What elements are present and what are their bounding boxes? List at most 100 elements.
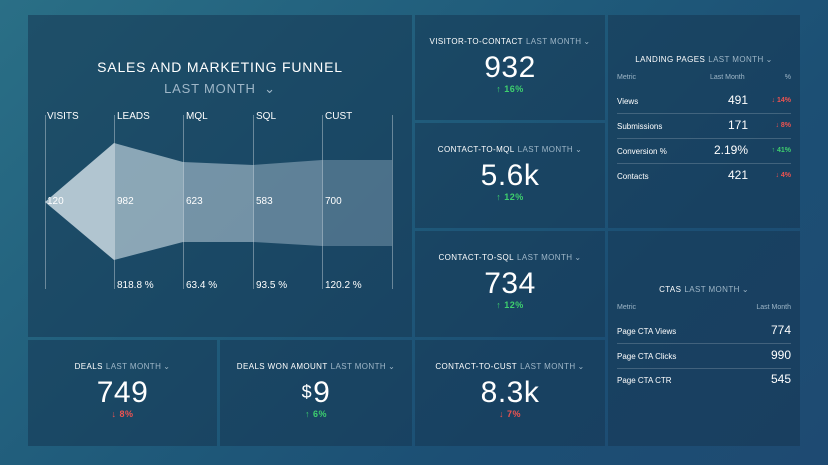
kpi-header[interactable]: CONTACT-TO-CUST LAST MONTH ⌄	[415, 362, 605, 371]
kpi-value: 5.6k	[480, 159, 540, 192]
kpi-contact-to-mql: CONTACT-TO-MQL LAST MONTH ⌄ 5.6k ↑ 12%	[415, 123, 605, 228]
kpi-contact-to-cust: CONTACT-TO-CUST LAST MONTH ⌄ 8.3k ↓ 7%	[415, 340, 605, 446]
table-period: LAST MONTH	[684, 285, 740, 294]
chevron-down-icon: ⌄	[388, 362, 396, 371]
kpi-visitor-to-contact: VISITOR-TO-CONTACT LAST MONTH ⌄ 932 ↑ 16%	[415, 15, 605, 120]
column-header-metric: Metric	[617, 74, 637, 81]
stage-label-sql: SQL	[256, 111, 277, 122]
row-metric: Conversion %	[617, 147, 667, 156]
stage-value-visits: 120	[47, 196, 64, 207]
chevron-down-icon: ⌄	[264, 81, 276, 96]
row-value: 491	[727, 93, 748, 107]
kpi-period: LAST MONTH	[330, 362, 387, 371]
table-row: Page CTA Views 774	[617, 319, 791, 344]
table-row: Page CTA Clicks 990	[617, 344, 791, 369]
table-header[interactable]: LANDING PAGES LAST MONTH ⌄	[608, 55, 800, 64]
funnel-divider	[183, 115, 184, 289]
currency-symbol: $	[301, 382, 313, 402]
table-row: Views 491 ↓ 14%	[617, 89, 791, 114]
chevron-down-icon: ⌄	[765, 55, 773, 64]
ctas-panel: CTAS LAST MONTH ⌄ Metric Last Month Page C…	[608, 231, 800, 446]
row-metric: Views	[617, 97, 639, 106]
kpi-value: 734	[484, 267, 536, 300]
stage-value-mql: 623	[186, 196, 203, 207]
kpi-header[interactable]: DEALS WON AMOUNT LAST MONTH ⌄	[220, 362, 412, 371]
table-title: CTAS	[659, 285, 682, 294]
funnel-period-selector[interactable]: LAST MONTH ⌄	[28, 81, 412, 97]
table-header[interactable]: CTAS LAST MONTH ⌄	[608, 285, 800, 294]
column-header-pct: %	[784, 74, 791, 81]
kpi-header[interactable]: CONTACT-TO-MQL LAST MONTH ⌄	[415, 145, 605, 154]
stage-label-visits: VISITS	[47, 111, 79, 122]
stage-value-sql: 583	[256, 196, 273, 207]
chevron-down-icon: ⌄	[577, 362, 585, 371]
kpi-header[interactable]: VISITOR-TO-CONTACT LAST MONTH ⌄	[415, 37, 605, 46]
funnel-segment-sql	[253, 160, 322, 246]
row-delta: ↑ 41%	[771, 147, 791, 154]
chevron-down-icon: ⌄	[574, 253, 582, 262]
kpi-delta: ↑ 12%	[496, 192, 524, 202]
funnel-panel: SALES AND MARKETING FUNNEL LAST MONTH ⌄ …	[28, 15, 412, 337]
kpi-delta: ↑ 6%	[304, 409, 327, 419]
kpi-period: LAST MONTH	[517, 253, 573, 262]
stage-pct-sql: 93.5 %	[256, 280, 288, 291]
kpi-value: 932	[484, 51, 536, 84]
row-metric: Page CTA Views	[617, 327, 677, 336]
row-value: 421	[727, 168, 748, 182]
row-metric: Page CTA CTR	[617, 376, 672, 385]
funnel-divider	[322, 115, 323, 289]
kpi-delta: ↑ 12%	[496, 300, 524, 310]
kpi-period: LAST MONTH	[520, 362, 576, 371]
kpi-title: CONTACT-TO-SQL	[438, 253, 514, 262]
kpi-value: 8.3k	[480, 376, 540, 409]
funnel-divider	[45, 115, 46, 289]
funnel-segment-visits	[45, 143, 114, 260]
funnel-divider	[253, 115, 254, 289]
stage-pct-mql: 63.4 %	[186, 280, 218, 291]
kpi-period: LAST MONTH	[517, 145, 574, 154]
stage-label-cust: CUST	[325, 111, 353, 122]
chevron-down-icon: ⌄	[583, 37, 591, 46]
table-row: Contacts 421 ↓ 4%	[617, 164, 791, 188]
kpi-deals-won-amount: DEALS WON AMOUNT LAST MONTH ⌄ $9 ↑ 6%	[220, 340, 412, 446]
funnel-divider	[392, 115, 393, 289]
column-header-last-month: Last Month	[756, 304, 791, 311]
table-title: LANDING PAGES	[635, 55, 706, 64]
row-metric: Contacts	[617, 172, 649, 181]
landing-pages-panel: LANDING PAGES LAST MONTH ⌄ Metric Last Mon…	[608, 15, 800, 228]
kpi-delta: ↑ 16%	[496, 84, 524, 94]
funnel-segment-mql	[183, 162, 253, 242]
row-value: 774	[770, 323, 791, 337]
kpi-delta: ↓ 7%	[498, 409, 521, 419]
row-value: 171	[727, 118, 748, 132]
column-header-last-month: Last Month	[710, 74, 745, 81]
row-value: 2.19%	[713, 143, 748, 157]
row-metric: Submissions	[617, 122, 663, 131]
table-row: Page CTA CTR 545	[617, 368, 791, 392]
kpi-header[interactable]: DEALS LAST MONTH ⌄	[28, 362, 217, 371]
kpi-delta: ↓ 8%	[111, 409, 134, 419]
kpi-period: LAST MONTH	[525, 37, 582, 46]
stage-label-leads: LEADS	[117, 111, 150, 122]
funnel-segment-cust	[322, 160, 392, 246]
kpi-deals: DEALS LAST MONTH ⌄ 749 ↓ 8%	[28, 340, 217, 446]
table-row: Conversion % 2.19% ↑ 41%	[617, 139, 791, 164]
stage-value-leads: 982	[117, 196, 134, 207]
funnel-title: SALES AND MARKETING FUNNEL	[97, 59, 343, 75]
kpi-value-wrap: $9	[220, 376, 412, 410]
funnel-divider	[114, 115, 115, 289]
stage-pct-cust: 120.2 %	[325, 280, 362, 291]
row-delta: ↓ 14%	[771, 97, 791, 104]
column-header-metric: Metric	[617, 304, 637, 311]
kpi-title: DEALS	[74, 362, 103, 371]
row-delta: ↓ 8%	[775, 122, 791, 129]
kpi-header[interactable]: CONTACT-TO-SQL LAST MONTH ⌄	[415, 253, 605, 262]
row-value: 545	[770, 372, 791, 386]
stage-pct-leads: 818.8 %	[117, 280, 154, 291]
stage-label-mql: MQL	[186, 111, 208, 122]
table-row: Submissions 171 ↓ 8%	[617, 114, 791, 139]
kpi-title: DEALS WON AMOUNT	[236, 362, 328, 371]
kpi-contact-to-sql: CONTACT-TO-SQL LAST MONTH ⌄ 734 ↑ 12%	[415, 231, 605, 337]
kpi-value: 9	[313, 376, 331, 409]
kpi-period: LAST MONTH	[105, 362, 162, 371]
